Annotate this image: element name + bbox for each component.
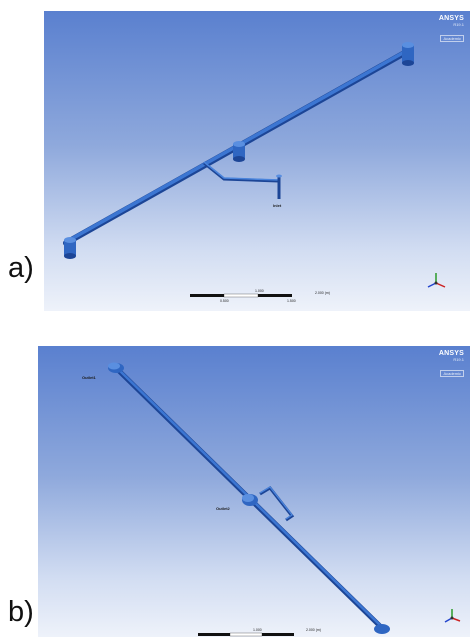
tank-outlet2 xyxy=(242,494,258,506)
ansys-logo: ANSYS R19.1 Academic xyxy=(438,15,464,42)
tank-bottom xyxy=(374,624,390,634)
pipe-geometry-a: Inlet 1.000 2.000 (m) 0.500 1.500 xyxy=(63,42,446,303)
scale-mid: 1.000 xyxy=(253,628,262,632)
outlet2-label: Outlet2 xyxy=(216,506,231,511)
scale-right: 2.000 (m) xyxy=(315,291,330,295)
panel-b-label: b) xyxy=(8,596,34,628)
outlet1-label: Outlet1 xyxy=(82,375,97,380)
scale-mid: 1.000 xyxy=(255,289,264,293)
inlet-label: Inlet xyxy=(273,203,282,208)
viewport-a[interactable]: ANSYS R19.1 Academic Inlet xyxy=(44,11,470,311)
tank-left xyxy=(64,237,76,259)
branch-pipe xyxy=(203,161,280,183)
scale-bar: 1.000 2.000 (m) xyxy=(198,628,321,637)
panel-a-label: a) xyxy=(8,252,34,284)
svg-text:1.500: 1.500 xyxy=(287,299,296,303)
svg-text:0.500: 0.500 xyxy=(220,299,229,303)
viewport-b[interactable]: ANSYS R19.1 Academic Outlet1 Outlet2 xyxy=(38,346,470,637)
pipe-geometry-b: Outlet1 Outlet2 1.000 2.000 (m) xyxy=(82,362,461,637)
axis-triad xyxy=(427,273,446,288)
tank-outlet1 xyxy=(108,362,124,373)
ansys-logo: ANSYS R19.1 Academic xyxy=(438,350,464,377)
scale-bar: 1.000 2.000 (m) 0.500 1.500 xyxy=(190,289,330,303)
scale-right: 2.000 (m) xyxy=(306,628,321,632)
tank-right xyxy=(402,42,414,66)
tank-middle xyxy=(233,141,245,162)
axis-triad xyxy=(444,609,461,623)
